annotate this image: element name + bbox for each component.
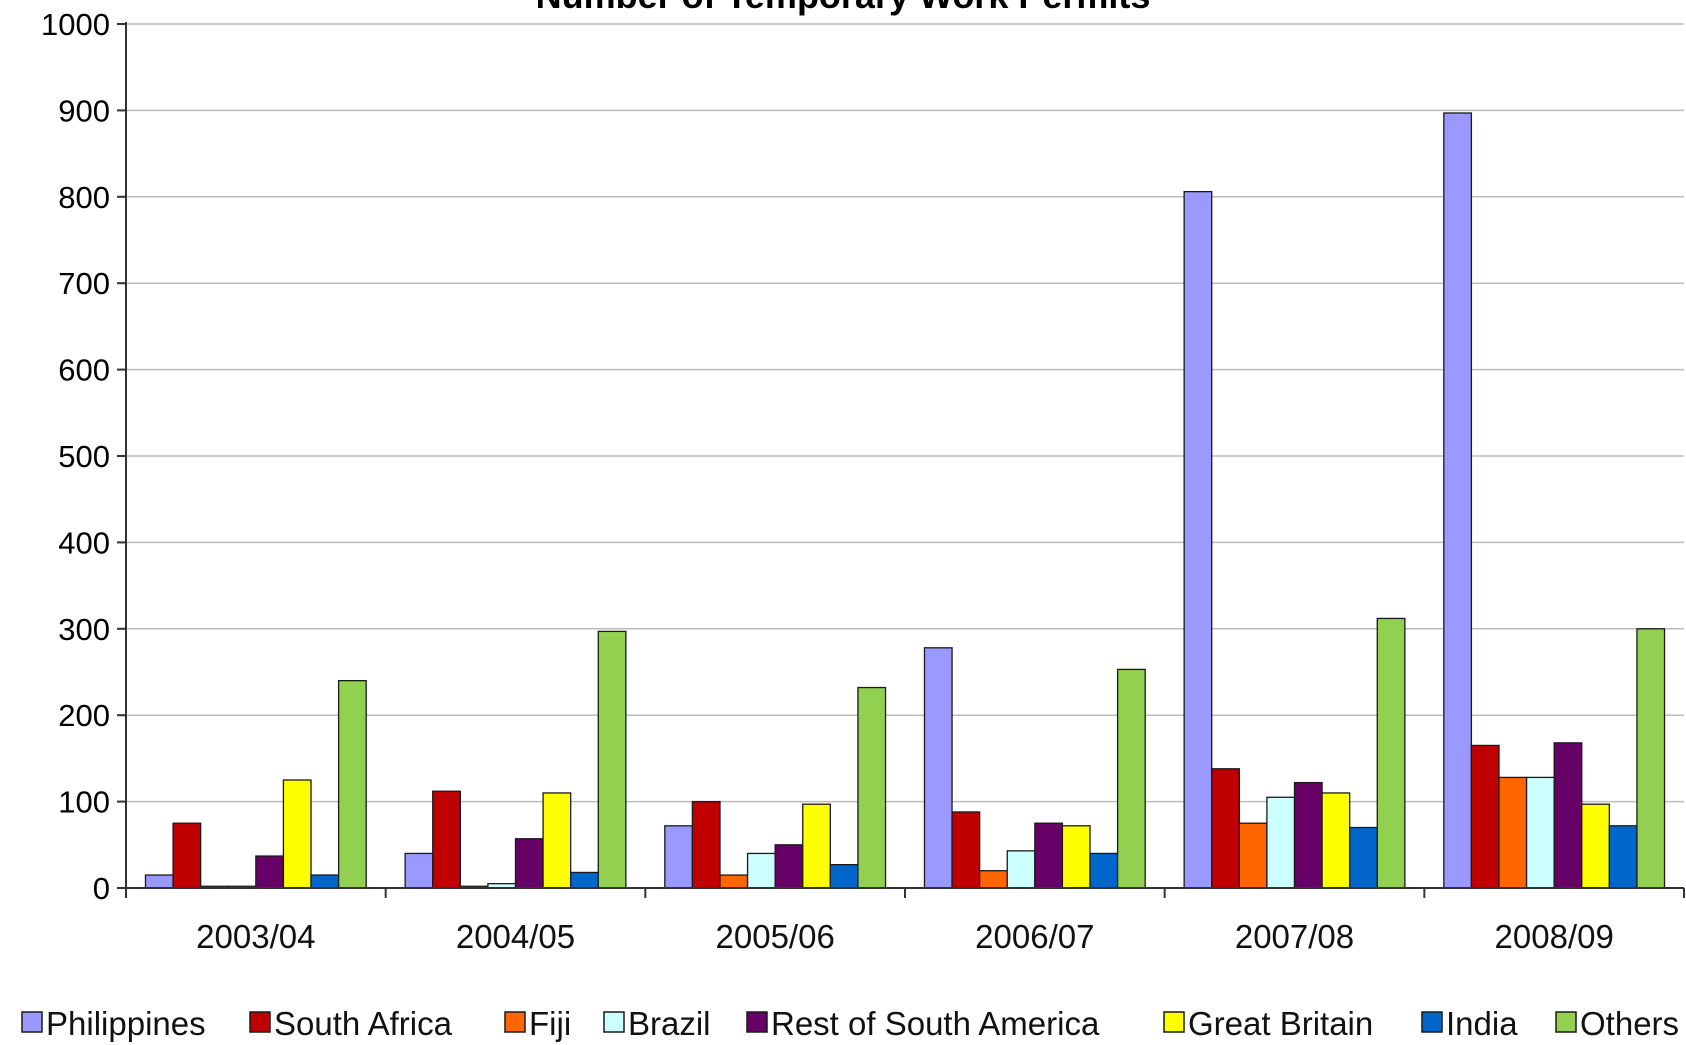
bar-philippines-2004-05 — [404, 852, 434, 889]
legend-swatch-fiji — [504, 1011, 526, 1033]
legend-label-great-britain: Great Britain — [1188, 1005, 1373, 1042]
legend-swatch-others — [1555, 1011, 1577, 1033]
legend-item-india: India — [1421, 1005, 1518, 1042]
bar-fiji-2005-06 — [719, 874, 749, 889]
bar-brazil-2006-07 — [1006, 850, 1036, 889]
legend-swatch-south-africa — [249, 1011, 271, 1033]
x-tick-labels: 2003/04 2004/05 2005/06 2006/07 2007/08 2008/… — [196, 918, 1614, 955]
bar-south-africa-2004-05 — [432, 790, 461, 889]
bar-philippines-2006-07 — [923, 647, 953, 889]
bar-rest-of-south-america-2004-05 — [514, 838, 544, 889]
legend: Philippines South Africa Fiji Brazil Rest of… — [21, 1005, 1679, 1042]
bar-philippines-2005-06 — [664, 825, 694, 889]
x-tick-label: 2004/05 — [456, 918, 575, 955]
bar-rest-of-south-america-2005-06 — [774, 844, 804, 889]
y-tick-label: 500 — [58, 439, 110, 474]
bar-india-2006-07 — [1089, 852, 1119, 889]
y-tick-label: 100 — [58, 785, 110, 820]
bar-rest-of-south-america-2007-08 — [1293, 781, 1323, 889]
bar-brazil-2008-09 — [1525, 776, 1555, 889]
bar-south-africa-2007-08 — [1211, 768, 1240, 889]
y-tick-label: 800 — [58, 180, 110, 215]
x-tick-label: 2006/07 — [975, 918, 1094, 955]
bar-india-2007-08 — [1349, 826, 1378, 889]
bar-great-britain-2003-04 — [282, 779, 312, 889]
x-tick-label: 2003/04 — [196, 918, 315, 955]
legend-item-fiji: Fiji — [504, 1005, 571, 1042]
legend-swatch-brazil — [603, 1011, 625, 1033]
axes — [117, 22, 1685, 898]
bar-india-2005-06 — [829, 864, 859, 889]
y-tick-label: 1000 — [41, 7, 110, 42]
bar-great-britain-2004-05 — [542, 792, 572, 889]
legend-swatch-rest-of-south-america — [746, 1011, 768, 1033]
bar-others-2005-06 — [857, 686, 887, 889]
legend-label-india: India — [1446, 1005, 1518, 1042]
bar-south-africa-2003-04 — [172, 822, 202, 889]
bar-others-2007-08 — [1376, 617, 1406, 889]
y-tick-label: 0 — [93, 871, 110, 906]
y-tick-label: 300 — [58, 612, 110, 647]
bar-others-2004-05 — [597, 630, 627, 889]
bar-others-2006-07 — [1116, 668, 1146, 889]
bar-brazil-2005-06 — [746, 852, 776, 889]
bar-rest-of-south-america-2006-07 — [1034, 822, 1064, 889]
bars — [144, 112, 1666, 889]
legend-item-great-britain: Great Britain — [1163, 1005, 1373, 1042]
legend-item-brazil: Brazil — [603, 1005, 711, 1042]
legend-label-philippines: Philippines — [46, 1005, 206, 1042]
legend-swatch-philippines — [21, 1011, 43, 1033]
legend-swatch-india — [1421, 1011, 1443, 1033]
gridlines — [126, 23, 1684, 803]
y-tick-label: 600 — [58, 353, 110, 388]
bar-great-britain-2005-06 — [802, 803, 831, 889]
bar-fiji-2006-07 — [979, 870, 1008, 889]
bar-india-2008-09 — [1608, 825, 1638, 889]
bar-fiji-2008-09 — [1498, 776, 1528, 889]
bar-fiji-2007-08 — [1238, 822, 1268, 889]
bar-south-africa-2008-09 — [1470, 744, 1500, 889]
bar-great-britain-2008-09 — [1581, 803, 1610, 889]
bar-philippines-2003-04 — [144, 874, 174, 889]
legend-item-philippines: Philippines — [21, 1005, 206, 1042]
bar-great-britain-2007-08 — [1321, 792, 1351, 889]
legend-label-fiji: Fiji — [529, 1005, 571, 1042]
legend-label-others: Others — [1580, 1005, 1679, 1042]
y-tick-label: 200 — [58, 698, 110, 733]
legend-item-rest-of-south-america: Rest of South America — [746, 1005, 1100, 1042]
y-tick-labels: 0 100 200 300 400 500 600 700 800 900 1000 — [41, 7, 110, 906]
bar-philippines-2007-08 — [1183, 190, 1213, 889]
y-tick-label: 400 — [58, 525, 110, 560]
bar-brazil-2007-08 — [1266, 796, 1296, 889]
bar-others-2008-09 — [1636, 628, 1666, 889]
bar-philippines-2008-09 — [1443, 112, 1473, 889]
bar-india-2003-04 — [310, 874, 340, 889]
x-tick-label: 2005/06 — [716, 918, 835, 955]
legend-swatch-great-britain — [1163, 1011, 1185, 1033]
legend-label-rest-of-south-america: Rest of South America — [771, 1005, 1100, 1042]
bar-others-2003-04 — [337, 679, 367, 889]
chart-title: Number of Temporary Work Permits — [536, 0, 1151, 16]
y-tick-label: 700 — [58, 266, 110, 301]
legend-label-brazil: Brazil — [628, 1005, 711, 1042]
legend-label-south-africa: South Africa — [274, 1005, 453, 1042]
x-tick-label: 2008/09 — [1495, 918, 1614, 955]
bar-rest-of-south-america-2003-04 — [255, 855, 285, 889]
x-tick-label: 2007/08 — [1235, 918, 1354, 955]
bar-great-britain-2006-07 — [1061, 825, 1091, 889]
y-tick-label: 900 — [58, 93, 110, 128]
bar-south-africa-2006-07 — [951, 811, 981, 889]
bar-rest-of-south-america-2008-09 — [1553, 742, 1583, 889]
legend-item-south-africa: South Africa — [249, 1005, 453, 1042]
bar-india-2004-05 — [570, 871, 599, 889]
bar-south-africa-2005-06 — [691, 800, 721, 889]
legend-item-others: Others — [1555, 1005, 1679, 1042]
